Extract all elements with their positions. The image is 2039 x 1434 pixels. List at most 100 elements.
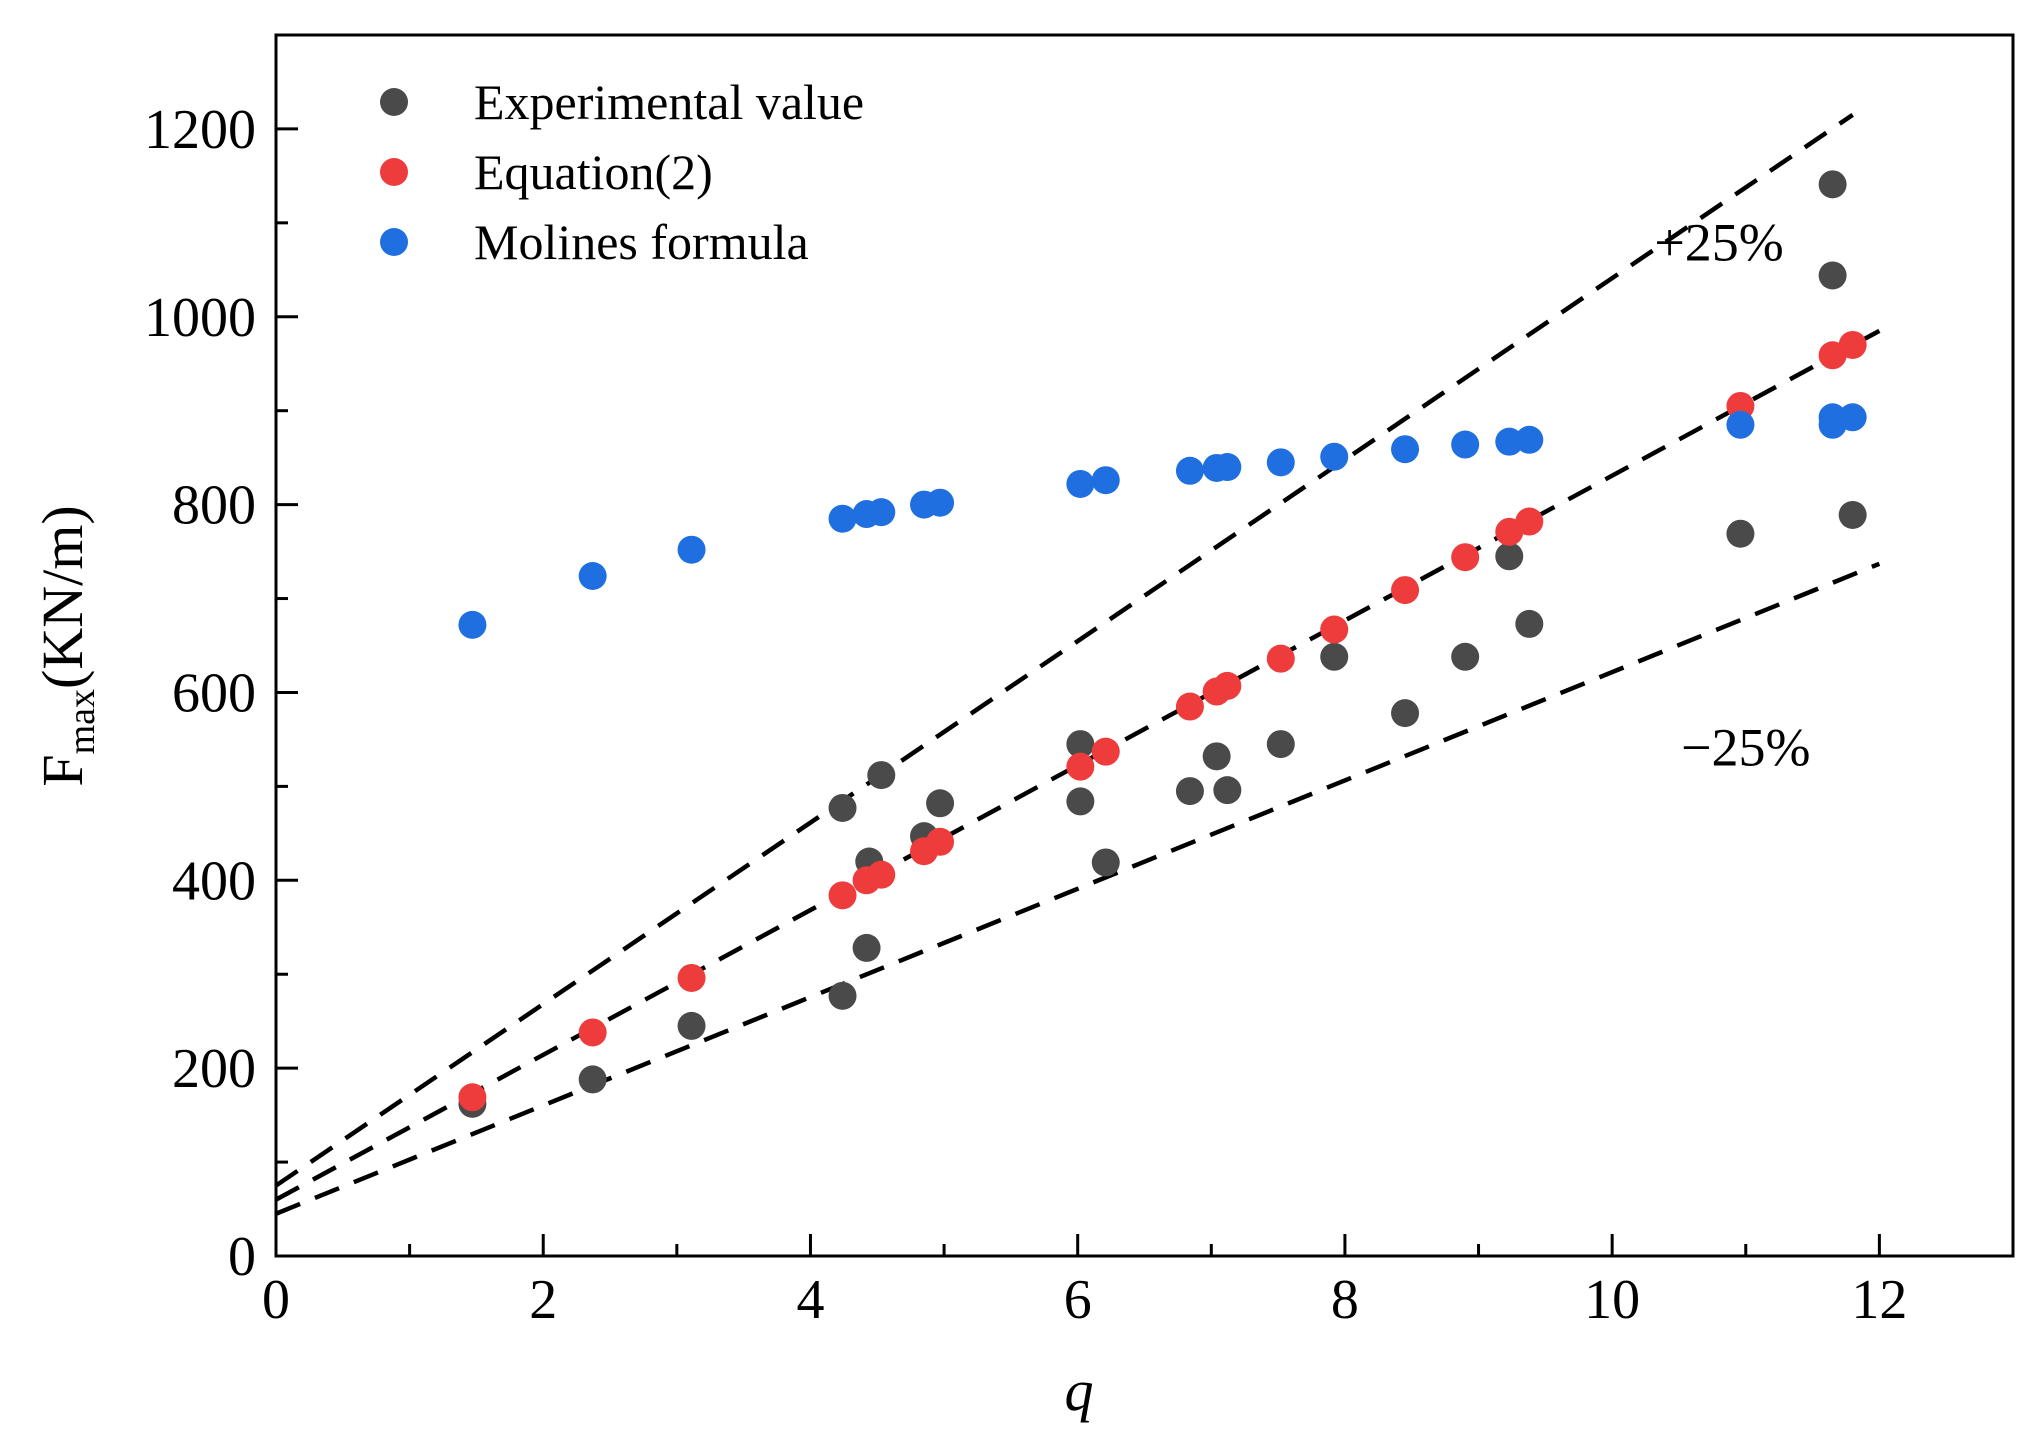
data-point (828, 793, 857, 822)
data-points (458, 170, 1867, 1118)
data-point (1391, 699, 1420, 728)
data-point (1213, 671, 1242, 700)
annotation-label: −25% (1681, 718, 1810, 778)
data-point (1202, 742, 1231, 771)
data-point (1495, 542, 1524, 571)
data-point (1175, 692, 1204, 721)
data-point (1066, 787, 1095, 816)
data-point (1266, 448, 1295, 477)
series-3 (458, 403, 1867, 639)
data-point (1175, 456, 1204, 485)
legend-item: Molines formula (380, 214, 809, 270)
data-point (852, 933, 881, 962)
y-axis-title-subscript: max (61, 689, 103, 754)
data-point (1391, 576, 1420, 605)
data-point (578, 1018, 607, 1047)
x-axis-title: q (1065, 1358, 1094, 1423)
data-point (926, 789, 955, 818)
axis-ticks (274, 127, 1881, 1258)
data-point (828, 981, 857, 1010)
series-2 (458, 330, 1867, 1112)
legend-label: Equation(2) (474, 144, 713, 200)
legend-marker (380, 228, 408, 256)
y-axis-title-unit: (KN/m) (30, 505, 95, 689)
data-point (1320, 442, 1349, 471)
data-point (1495, 427, 1524, 456)
legend-marker (380, 158, 408, 186)
y-tick-label: 0 (228, 1226, 256, 1288)
y-tick-label: 400 (172, 850, 256, 912)
data-point (867, 498, 896, 527)
data-point (1213, 453, 1242, 482)
data-point (1818, 403, 1847, 432)
data-point (828, 881, 857, 910)
data-point (1066, 730, 1095, 759)
data-point (1451, 642, 1480, 671)
reference-line-2 (274, 328, 1881, 1202)
y-tick-label: 200 (172, 1038, 256, 1100)
annotations: +25% −25% (1654, 212, 1810, 777)
data-point (828, 504, 857, 533)
data-point (1515, 425, 1544, 454)
x-tick-label: 2 (529, 1269, 557, 1331)
data-point (1818, 170, 1847, 199)
data-point (1391, 435, 1420, 464)
data-point (1838, 500, 1867, 529)
data-point (1320, 642, 1349, 671)
x-tick-label: 4 (796, 1269, 824, 1331)
x-tick-label: 12 (1851, 1269, 1907, 1331)
data-point (677, 1011, 706, 1040)
legend-marker (380, 88, 408, 116)
data-point (1818, 261, 1847, 290)
y-axis-title-main: F (30, 754, 95, 786)
data-point (1726, 410, 1755, 439)
data-point (1175, 777, 1204, 806)
legend-item: Equation(2) (380, 144, 713, 200)
series-1 (458, 170, 1867, 1118)
data-point (578, 1065, 607, 1094)
data-point (578, 561, 607, 590)
data-point (1515, 507, 1544, 536)
plot-frame (274, 33, 2015, 1258)
data-point (677, 963, 706, 992)
annotation-label: +25% (1654, 212, 1783, 272)
data-point (1213, 776, 1242, 805)
data-point (1726, 519, 1755, 548)
data-point (458, 610, 487, 639)
data-point (1091, 848, 1120, 877)
x-tick-label: 10 (1584, 1269, 1640, 1331)
legend-label: Molines formula (474, 214, 809, 270)
data-point (1838, 330, 1867, 359)
x-tick-label: 0 (262, 1269, 290, 1331)
y-tick-label: 1200 (144, 99, 256, 161)
y-tick-label: 1000 (144, 287, 256, 349)
data-point (926, 488, 955, 517)
reference-lines (274, 112, 1881, 1216)
data-point (1451, 543, 1480, 572)
data-point (867, 860, 896, 889)
data-point (867, 761, 896, 790)
data-point (458, 1083, 487, 1112)
reference-line-1 (274, 112, 1854, 1188)
data-point (1091, 466, 1120, 495)
reference-line-3 (275, 561, 1881, 1216)
data-point (1266, 730, 1295, 759)
data-point (1320, 615, 1349, 644)
data-point (1091, 737, 1120, 766)
y-tick-label: 600 (172, 662, 256, 724)
data-point (1066, 469, 1095, 498)
legend: Experimental value Equation(2) Molines for… (380, 74, 864, 270)
data-point (1266, 644, 1295, 673)
data-point (926, 827, 955, 856)
y-axis-title: Fmax(KN/m) (30, 505, 103, 786)
legend-item: Experimental value (380, 74, 864, 130)
data-point (1066, 752, 1095, 781)
data-point (1451, 430, 1480, 459)
y-tick-label: 800 (172, 475, 256, 537)
tick-labels: 0 2 4 6 8 10 12 0 200 400 600 800 1000 1200 (144, 99, 1907, 1331)
data-point (1515, 609, 1544, 638)
legend-label: Experimental value (474, 74, 864, 130)
x-tick-label: 6 (1064, 1269, 1092, 1331)
data-point (677, 535, 706, 564)
x-tick-label: 8 (1331, 1269, 1359, 1331)
